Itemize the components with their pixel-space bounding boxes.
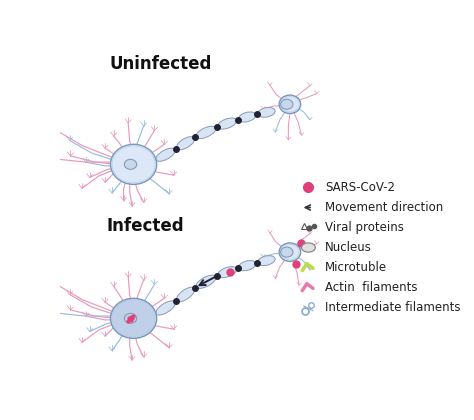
Ellipse shape [110, 298, 157, 339]
Ellipse shape [301, 243, 315, 252]
Ellipse shape [176, 287, 195, 302]
Ellipse shape [258, 256, 275, 265]
Ellipse shape [238, 112, 256, 122]
Text: Actin  filaments: Actin filaments [325, 281, 418, 294]
Ellipse shape [218, 267, 237, 278]
Ellipse shape [218, 118, 237, 129]
Ellipse shape [258, 108, 275, 117]
Text: Microtuble: Microtuble [325, 261, 387, 274]
Text: Movement direction: Movement direction [325, 201, 444, 214]
Text: Intermediate filaments: Intermediate filaments [325, 301, 461, 314]
Ellipse shape [156, 301, 175, 315]
Ellipse shape [279, 95, 301, 113]
Text: Uninfected: Uninfected [109, 55, 212, 73]
Text: SARS-CoV-2: SARS-CoV-2 [325, 181, 395, 194]
Text: Nucleus: Nucleus [325, 241, 372, 254]
Ellipse shape [156, 148, 175, 161]
Ellipse shape [196, 275, 216, 289]
Ellipse shape [281, 99, 293, 109]
Ellipse shape [238, 260, 256, 270]
Ellipse shape [124, 313, 137, 323]
Ellipse shape [110, 144, 157, 184]
Ellipse shape [124, 159, 137, 169]
Ellipse shape [177, 136, 194, 150]
Text: Viral proteins: Viral proteins [325, 221, 404, 234]
Ellipse shape [281, 247, 293, 257]
Text: Infected: Infected [106, 217, 184, 235]
Ellipse shape [196, 126, 216, 139]
Ellipse shape [279, 243, 301, 261]
